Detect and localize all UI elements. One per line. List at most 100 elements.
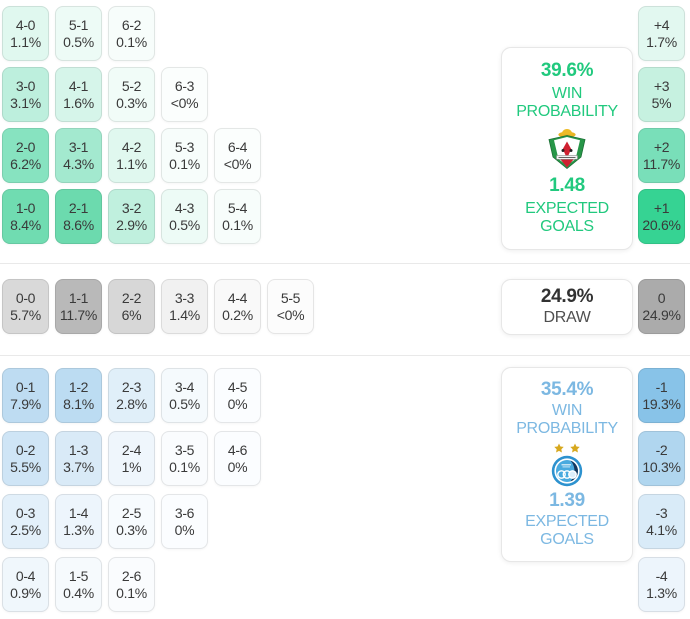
score-cell: 3-5 0.1% — [161, 431, 208, 486]
score-cell-label: 5-3 — [174, 139, 195, 155]
score-cell-label: 2-1 — [68, 200, 89, 216]
score-cell: 0-4 0.9% — [2, 557, 49, 612]
score-cell-percentage: 0.3% — [116, 95, 147, 111]
score-cell-percentage: 1.3% — [63, 522, 94, 538]
score-cell-percentage: 0% — [174, 522, 195, 538]
score-cell: 2-0 6.2% — [2, 128, 49, 183]
goal-margin-cell-percentage: 1.3% — [646, 585, 677, 601]
score-cell: 0-0 5.7% — [2, 279, 49, 334]
score-cell: 5-1 0.5% — [55, 6, 102, 61]
goal-margin-cell: +2 11.7% — [638, 128, 685, 183]
home-expected-goals-value: 1.48 — [549, 175, 585, 197]
score-cell: 4-0 1.1% — [2, 6, 49, 61]
score-cell-label: 0-1 — [15, 379, 36, 395]
green-red-shield-crest-icon — [548, 128, 586, 169]
away-expected-goals-label: EXPECTED GOALS — [525, 513, 609, 549]
score-cell-percentage: 3.1% — [10, 95, 41, 111]
score-cell: 5-2 0.3% — [108, 67, 155, 122]
goal-margin-cell: -1 19.3% — [638, 368, 685, 423]
goal-margin-cell-percentage: 5% — [651, 95, 672, 111]
score-cell-percentage: 6.2% — [10, 156, 41, 172]
goal-margin-cell-label: -3 — [655, 505, 668, 521]
score-cell-percentage: 5.7% — [10, 307, 41, 323]
goal-margin-cell-percentage: 24.9% — [642, 307, 681, 323]
score-cell-label: 2-5 — [121, 505, 142, 521]
score-cell: 5-5 <0% — [267, 279, 314, 334]
score-cell: 5-3 0.1% — [161, 128, 208, 183]
score-cell-percentage: 6% — [121, 307, 142, 323]
score-cell-percentage: 0.1% — [222, 217, 253, 233]
score-cell: 2-1 8.6% — [55, 189, 102, 244]
goal-margin-cell: +1 20.6% — [638, 189, 685, 244]
score-cell-percentage: 1.6% — [63, 95, 94, 111]
score-cell-percentage: 2.8% — [116, 396, 147, 412]
score-cell: 2-4 1% — [108, 431, 155, 486]
score-cell: 1-4 1.3% — [55, 494, 102, 549]
blue-round-two-stars-crest-icon — [551, 443, 583, 486]
score-cell: 3-1 4.3% — [55, 128, 102, 183]
score-cell-label: 0-0 — [15, 290, 36, 306]
goal-margin-cell-percentage: 19.3% — [642, 396, 681, 412]
home-win-summary-card: 39.6% WIN PROBABILITY 1.48 EXPECTED GOAL… — [501, 47, 633, 250]
score-cell-label: 2-0 — [15, 139, 36, 155]
score-cell-label: 4-4 — [227, 290, 248, 306]
score-cell-label: 2-2 — [121, 290, 142, 306]
score-cell: 6-3 <0% — [161, 67, 208, 122]
away-win-probability-value: 35.4% — [540, 379, 594, 400]
score-cell: 5-4 0.1% — [214, 189, 261, 244]
score-cell: 4-2 1.1% — [108, 128, 155, 183]
score-cell-label: 0-4 — [15, 568, 36, 584]
score-cell-percentage: 1.4% — [169, 307, 200, 323]
goal-margin-cell-label: +1 — [653, 200, 670, 216]
score-cell-label: 1-0 — [15, 200, 36, 216]
section-divider — [0, 355, 690, 356]
score-cell: 4-1 1.6% — [55, 67, 102, 122]
score-cell-label: 5-1 — [68, 17, 89, 33]
score-cell-percentage: 0.9% — [10, 585, 41, 601]
goal-margin-cell-percentage: 1.7% — [646, 34, 677, 50]
score-cell-label: 2-6 — [121, 568, 142, 584]
score-cell: 1-3 3.7% — [55, 431, 102, 486]
score-cell-percentage: 0% — [227, 459, 248, 475]
score-cell-label: 3-2 — [121, 200, 142, 216]
score-cell-label: 3-1 — [68, 139, 89, 155]
goal-margin-cell-label: 0 — [657, 290, 666, 306]
score-cell-label: 1-2 — [68, 379, 89, 395]
score-cell-label: 6-3 — [174, 78, 195, 94]
score-cell-percentage: 1.1% — [10, 34, 41, 50]
score-cell-percentage: 0.1% — [116, 585, 147, 601]
score-cell-percentage: 8.6% — [63, 217, 94, 233]
score-cell-percentage: 0.5% — [169, 217, 200, 233]
goal-margin-cell: +4 1.7% — [638, 6, 685, 61]
score-cell-label: 4-5 — [227, 379, 248, 395]
score-cell: 3-6 0% — [161, 494, 208, 549]
away-win-summary-card: 35.4% WIN PROBABILITY 1.39 EXPECTED GOAL… — [501, 367, 633, 562]
score-cell: 4-3 0.5% — [161, 189, 208, 244]
score-cell: 2-2 6% — [108, 279, 155, 334]
score-cell-label: 4-0 — [15, 17, 36, 33]
goal-margin-cell: 0 24.9% — [638, 279, 685, 334]
goal-margin-cell-label: -1 — [655, 379, 668, 395]
score-cell-percentage: 0.5% — [63, 34, 94, 50]
score-cell: 1-5 0.4% — [55, 557, 102, 612]
score-cell-percentage: 1% — [121, 459, 142, 475]
goal-margin-cell-percentage: 4.1% — [646, 522, 677, 538]
score-cell-percentage: 5.5% — [10, 459, 41, 475]
score-cell-percentage: 8.4% — [10, 217, 41, 233]
score-cell: 3-2 2.9% — [108, 189, 155, 244]
goal-margin-cell: -2 10.3% — [638, 431, 685, 486]
score-cell-label: 2-4 — [121, 442, 142, 458]
score-cell-label: 0-2 — [15, 442, 36, 458]
goal-margin-cell-label: -4 — [655, 568, 668, 584]
home-win-probability-value: 39.6% — [540, 60, 594, 81]
draw-summary-card: 24.9% DRAW — [501, 279, 633, 335]
score-cell-label: 6-4 — [227, 139, 248, 155]
goal-margin-cell: -4 1.3% — [638, 557, 685, 612]
score-cell-percentage: 2.5% — [10, 522, 41, 538]
score-cell-label: 3-4 — [174, 379, 195, 395]
goal-margin-cell-label: -2 — [655, 442, 668, 458]
score-cell-percentage: 1.1% — [116, 156, 147, 172]
score-cell-label: 1-3 — [68, 442, 89, 458]
goal-margin-cell-label: +3 — [653, 78, 670, 94]
